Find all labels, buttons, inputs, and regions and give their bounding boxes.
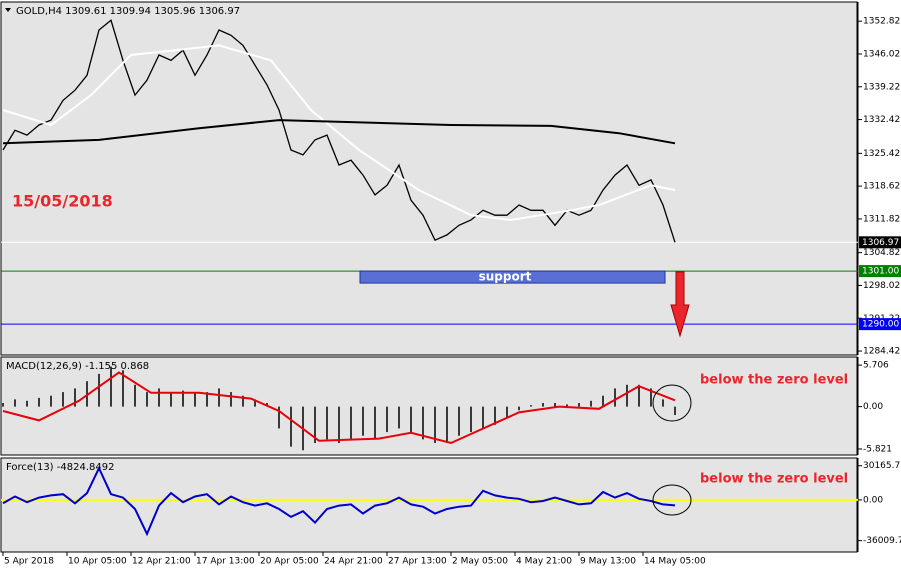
y-tick-label: 1311.82 (863, 214, 900, 224)
y-tick-label: 1318.62 (863, 182, 900, 192)
x-tick-label: 5 Apr 2018 (4, 557, 54, 567)
level-tag (859, 318, 901, 331)
annotation: below the zero level (700, 472, 848, 487)
x-tick-label: 9 May 13:00 (580, 557, 636, 567)
x-tick-label: 14 May 05:00 (644, 557, 706, 567)
support-zone (359, 270, 666, 284)
y-tick-label: 30165.71 (863, 461, 901, 471)
x-tick-label: 10 Apr 05:00 (68, 557, 127, 567)
annotation: below the zero level (700, 373, 848, 388)
y-tick-label: 1298.02 (863, 281, 900, 291)
y-tick-label: 1352.82 (863, 17, 900, 27)
down-arrow (670, 271, 690, 338)
y-tick-label: 0.00 (863, 402, 883, 412)
x-tick-label: 2 May 05:00 (452, 557, 508, 567)
y-tick-label: -36009.76 (863, 536, 901, 546)
level-tag (859, 265, 901, 278)
panel (0, 457, 858, 553)
x-tick-label: 20 Apr 05:00 (260, 557, 319, 567)
highlight-circle (652, 484, 692, 516)
title-arrow (5, 8, 11, 12)
y-tick-label: 1339.22 (863, 82, 900, 92)
level-label: 1306.97 (862, 238, 899, 248)
series-line (2, 371, 676, 445)
panel (0, 1, 858, 356)
annotation: support (479, 270, 532, 284)
series-line (2, 119, 676, 145)
x-tick-label: 17 Apr 13:00 (196, 557, 255, 567)
y-tick-label: 5.706 (863, 361, 889, 371)
series-line (2, 465, 676, 537)
level-label: 1290.00 (862, 320, 899, 330)
level-label: 1301.00 (862, 267, 899, 277)
y-tick-label: 1284.42 (863, 347, 900, 357)
annotation: 15/05/2018 (12, 192, 113, 211)
x-tick-label: 27 Apr 13:00 (388, 557, 447, 567)
x-tick-label: 24 Apr 21:00 (324, 557, 383, 567)
panel-title: MACD(12,26,9) -1.155 0.868 (6, 361, 149, 372)
x-tick-label: 12 Apr 21:00 (132, 557, 191, 567)
y-tick-label: -5.821 (863, 444, 892, 454)
y-tick-label: 1332.42 (863, 115, 900, 125)
series-line (2, 44, 676, 222)
x-tick-label: 4 May 21:00 (516, 557, 572, 567)
y-tick-label: 1304.82 (863, 248, 900, 258)
panel (0, 356, 858, 456)
y-tick-label: 1325.42 (863, 149, 900, 159)
y-tick-label: 1346.02 (863, 49, 900, 59)
y-tick-label: 0.00 (863, 495, 883, 505)
panel-title: Force(13) -4824.8492 (6, 462, 114, 473)
highlight-circle (652, 384, 692, 422)
level-tag (859, 236, 901, 249)
panel-title: GOLD,H4 1309.61 1309.94 1305.96 1306.97 (16, 6, 240, 17)
series-line (2, 19, 676, 243)
